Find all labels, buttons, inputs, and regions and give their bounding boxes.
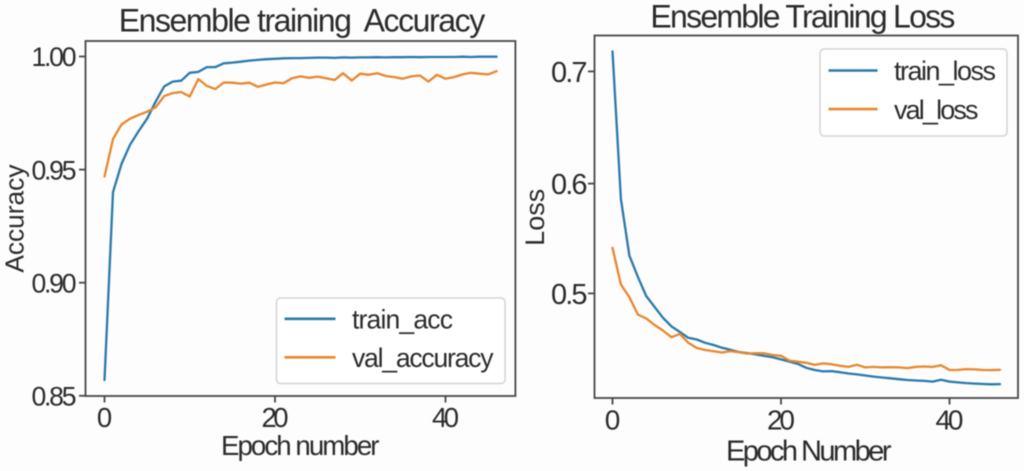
svg-text:0.95: 0.95 [32,155,77,185]
svg-text:20: 20 [767,405,795,436]
svg-text:Epoch number: Epoch number [221,430,380,461]
svg-text:0.90: 0.90 [32,268,77,298]
svg-text:train_acc: train_acc [352,305,453,335]
svg-text:val_accuracy: val_accuracy [352,343,494,373]
svg-text:Ensemble training Accuracy: Ensemble training Accuracy [119,3,486,39]
svg-text:Epoch Number: Epoch Number [726,436,892,468]
svg-text:20: 20 [262,402,289,433]
svg-text:train_loss: train_loss [894,56,996,86]
svg-text:Ensemble Training Loss: Ensemble Training Loss [650,0,955,35]
svg-text:40: 40 [432,402,459,433]
svg-text:0.7: 0.7 [551,57,588,89]
svg-text:Loss: Loss [520,189,550,246]
svg-text:0.5: 0.5 [551,279,588,311]
svg-text:40: 40 [936,405,964,436]
svg-text:0: 0 [605,405,621,436]
svg-text:0.85: 0.85 [32,382,77,412]
svg-text:1.00: 1.00 [32,42,77,72]
svg-text:Accuracy: Accuracy [0,164,30,273]
svg-text:0: 0 [97,402,112,433]
svg-text:0.6: 0.6 [551,169,588,201]
svg-text:val_loss: val_loss [894,95,979,125]
